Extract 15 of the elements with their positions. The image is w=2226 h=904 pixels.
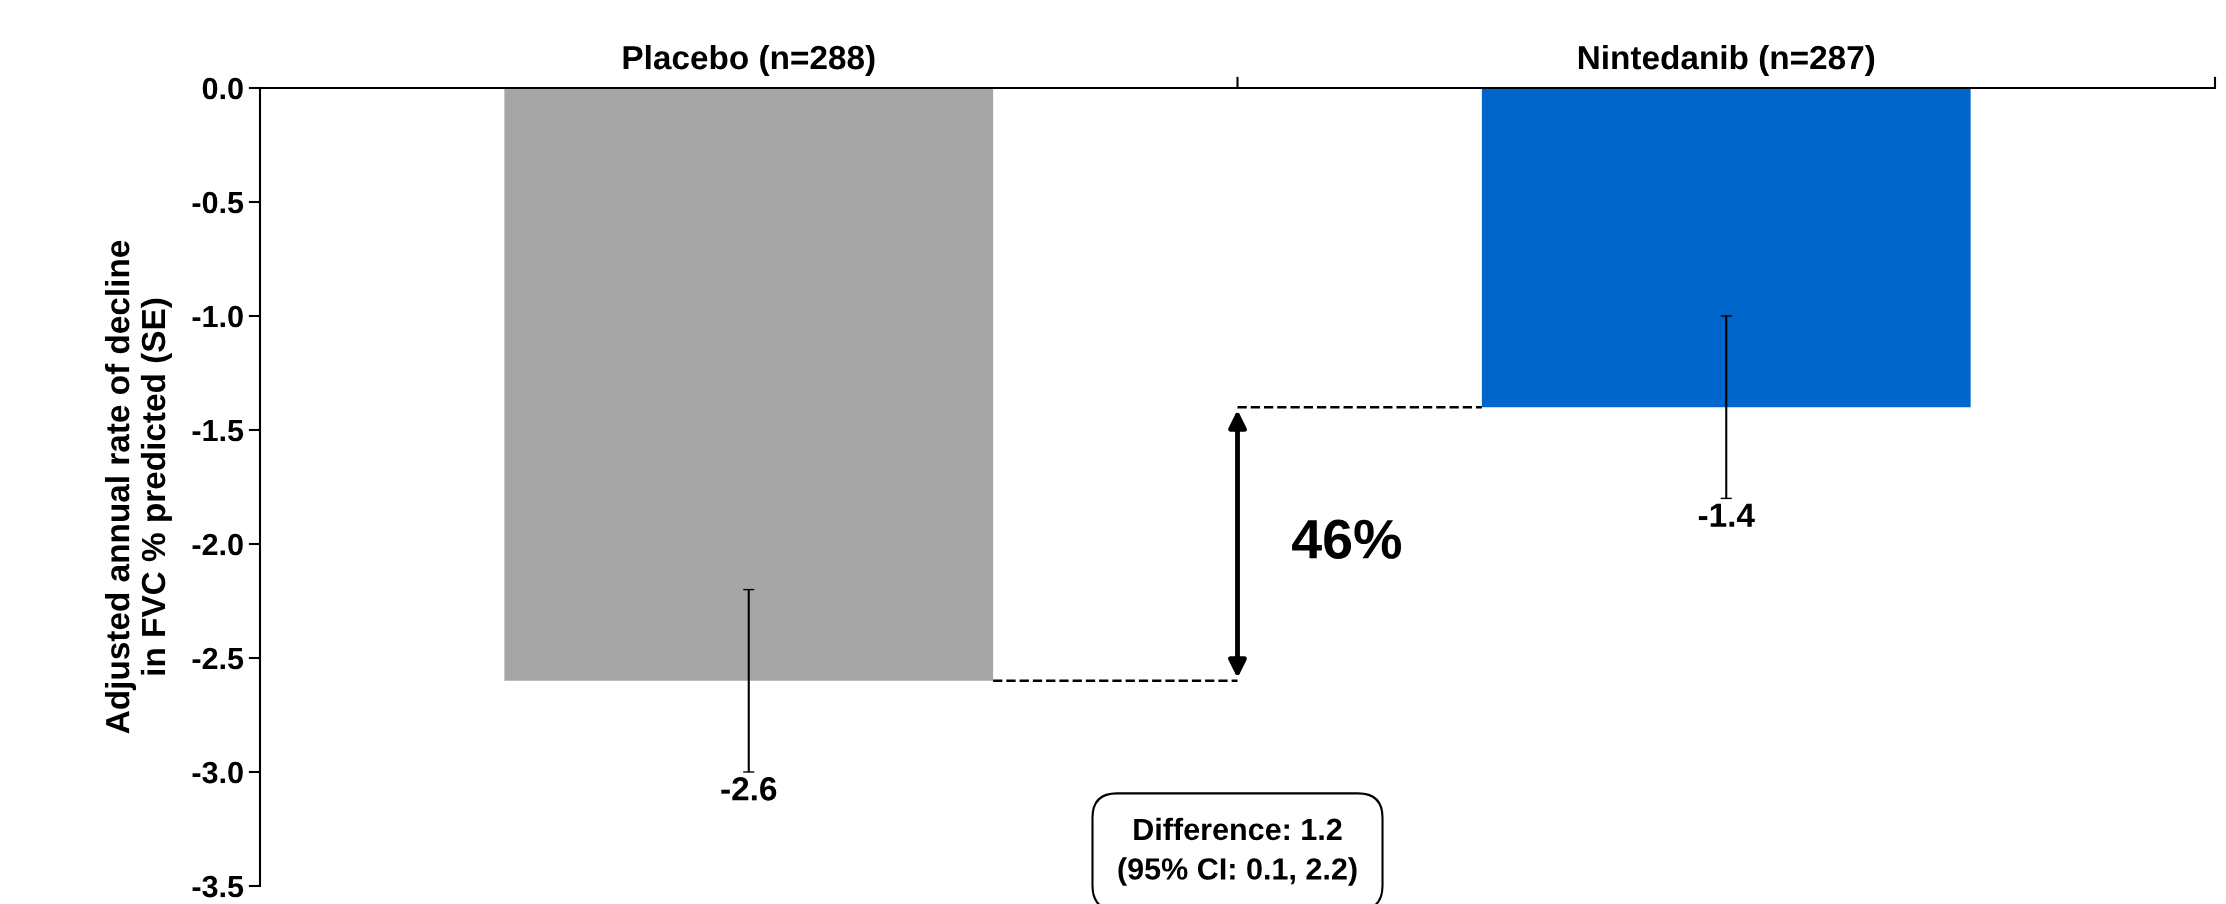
y-axis-title: Adjusted annual rate of decline in FVC % predicted (SE) [104, 240, 172, 734]
y-tick-label: -2.5 [192, 647, 244, 670]
y-tick-label: -0.5 [192, 191, 244, 214]
annotation: Difference: 1.2 (95% CI: 0.1, 2.2) [1118, 817, 1357, 886]
x-tick-label: Nintedanib (n=287) [1578, 44, 1875, 77]
y-tick-label: -1.0 [192, 305, 243, 328]
y-tick-label: -3.0 [192, 761, 243, 784]
data-label: -2.6 [721, 777, 777, 801]
x-tick-label: Placebo (n=288) [623, 44, 875, 77]
y-tick-label: -1.5 [192, 420, 244, 442]
y-tick-label: 0.0 [202, 77, 243, 100]
y-tick-label: -2.0 [192, 533, 243, 556]
annotation: 46% [1292, 519, 1401, 559]
y-tick-label: -3.5 [192, 875, 244, 898]
data-label: -1.4 [1698, 503, 1755, 527]
